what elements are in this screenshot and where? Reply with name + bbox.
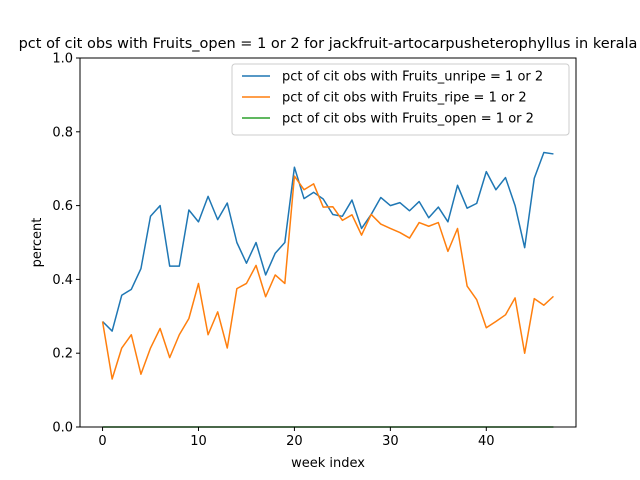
y-tick-label: 0.8 bbox=[52, 125, 73, 140]
x-tick-label: 30 bbox=[382, 434, 399, 449]
x-tick-label: 40 bbox=[478, 434, 495, 449]
x-axis-label: week index bbox=[291, 456, 365, 471]
y-tick-label: 0.2 bbox=[52, 347, 73, 362]
y-tick-label: 0.4 bbox=[52, 273, 73, 288]
legend-box bbox=[231, 63, 570, 136]
series-line-2 bbox=[101, 175, 554, 380]
x-tick-label: 20 bbox=[286, 434, 303, 449]
legend-item-2: pct of cit obs with Fruits_ripe = 1 or 2 bbox=[242, 91, 527, 106]
y-tick-label: 0.0 bbox=[52, 421, 73, 436]
y-tick-label: 0.6 bbox=[52, 199, 73, 214]
legend-item-3: pct of cit obs with Fruits_open = 1 or 2 bbox=[242, 112, 534, 127]
x-tick-label: 10 bbox=[190, 434, 207, 449]
y-tick-label: 1.0 bbox=[52, 52, 73, 67]
axes-frame bbox=[79, 57, 577, 428]
y-axis-label: percent bbox=[30, 218, 45, 268]
chart-title: pct of cit obs with Fruits_open = 1 or 2… bbox=[19, 36, 638, 52]
legend-label: pct of cit obs with Fruits_open = 1 or 2 bbox=[282, 112, 534, 127]
x-tick-label: 0 bbox=[98, 434, 106, 449]
legend-label: pct of cit obs with Fruits_unripe = 1 or… bbox=[282, 70, 543, 85]
legend: pct of cit obs with Fruits_unripe = 1 or… bbox=[231, 63, 570, 136]
legend-label: pct of cit obs with Fruits_ripe = 1 or 2 bbox=[282, 91, 527, 106]
axis-ticks: 0 10 20 30 40 0.0 0.2 0.4 0.6 0.8 1.0 bbox=[52, 52, 494, 450]
legend-item-1: pct of cit obs with Fruits_unripe = 1 or… bbox=[242, 70, 543, 85]
